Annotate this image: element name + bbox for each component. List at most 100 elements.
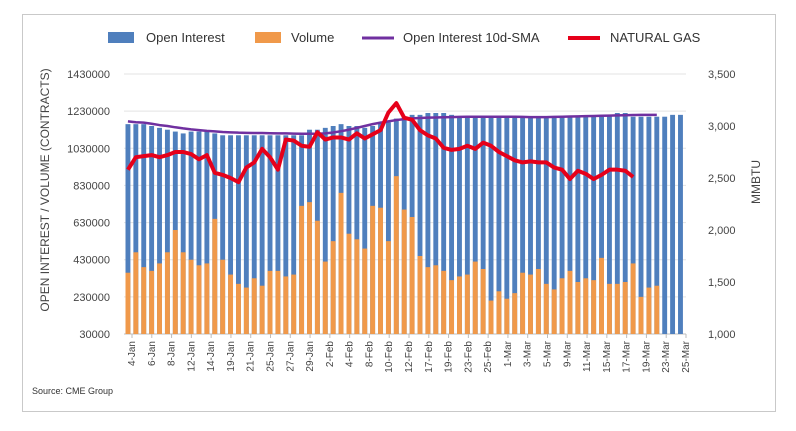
- open-interest-bar: [157, 127, 162, 334]
- open-interest-bar: [164, 129, 170, 334]
- legend-label-volume: Volume: [291, 30, 334, 45]
- x-tick-label: 8-Jan: [167, 341, 178, 366]
- legend-swatch-volume: [255, 32, 281, 43]
- volume-bar: [180, 252, 186, 334]
- x-tick-label: 9-Mar: [562, 340, 573, 367]
- x-tick-label: 19-Jan: [226, 341, 237, 372]
- open-interest-bar: [354, 126, 360, 334]
- open-interest-bar: [236, 135, 241, 334]
- volume-bar: [322, 261, 328, 334]
- x-tick-label: 14-Jan: [206, 341, 217, 372]
- x-tick-label: 17-Feb: [424, 341, 435, 373]
- volume-bar: [480, 269, 486, 334]
- open-interest-bar: [385, 122, 391, 335]
- legend-label-gas: NATURAL GAS: [610, 30, 701, 45]
- volume-bar: [385, 241, 391, 334]
- y-tick-label-right: 3,500: [708, 69, 736, 81]
- open-interest-bar: [275, 135, 281, 334]
- legend-label-sma: Open Interest 10d-SMA: [403, 30, 540, 45]
- volume-bar: [559, 278, 565, 334]
- x-tick-label: 15-Mar: [602, 340, 613, 372]
- x-tick-label: 4-Jan: [127, 341, 138, 366]
- natural-gas-line: [126, 101, 635, 185]
- volume-bar: [520, 272, 526, 334]
- open-interest-bar: [125, 124, 131, 335]
- x-tick-label: 17-Mar: [622, 340, 633, 372]
- volume-bar: [638, 296, 644, 334]
- volume-bar: [149, 270, 155, 334]
- open-interest-bar: [188, 131, 194, 334]
- volume-bar: [535, 269, 541, 334]
- x-tick-label: 4-Feb: [345, 341, 356, 368]
- open-interest-bar: [251, 135, 257, 334]
- open-interest-bar: [141, 124, 147, 335]
- volume-bar: [401, 209, 407, 334]
- open-interest-bar: [480, 116, 486, 334]
- volume-bar: [654, 285, 660, 334]
- open-interest-bar: [180, 133, 186, 334]
- open-interest-bar: [417, 114, 423, 334]
- open-interest-bar: [204, 131, 210, 334]
- volume-bar: [614, 283, 620, 334]
- open-interest-bar: [614, 113, 620, 334]
- open-interest-bar: [133, 124, 139, 335]
- x-tick-label: 11-Mar: [582, 340, 593, 372]
- legend: Open Interest Volume Open Interest 10d-S…: [108, 30, 701, 45]
- volume-bar: [409, 217, 415, 334]
- volume-bar: [528, 274, 533, 334]
- open-interest-bar: [196, 131, 202, 334]
- open-interest-bar: [457, 116, 462, 334]
- x-tick-label: 10-Feb: [384, 341, 395, 373]
- volume-bar: [212, 218, 218, 334]
- volume-bar: [496, 291, 502, 334]
- open-interest-bar: [267, 135, 273, 334]
- volume-bar: [393, 176, 399, 334]
- volume-bar: [267, 270, 273, 334]
- volume-bar: [283, 276, 289, 334]
- volume-bar: [449, 280, 455, 334]
- open-interest-bar: [528, 116, 533, 334]
- y-tick-label-left: 30000: [79, 329, 110, 341]
- volume-bar: [307, 202, 312, 334]
- source-note: Source: CME Group: [32, 386, 114, 396]
- volume-bar: [599, 257, 604, 334]
- y-tick-label-left: 1430000: [67, 69, 110, 81]
- volume-bar: [259, 285, 265, 334]
- volume-bar: [646, 287, 652, 334]
- volume-bar: [417, 256, 423, 334]
- y-tick-label-left: 1230000: [67, 106, 110, 118]
- open-interest-bar: [670, 114, 676, 334]
- open-interest-bar: [243, 135, 249, 334]
- y-tick-label-left: 430000: [73, 255, 110, 267]
- open-interest-bar: [662, 116, 668, 334]
- open-interest-bar: [638, 116, 644, 334]
- x-tick-label: 1-Mar: [503, 340, 514, 367]
- open-interest-bar: [559, 116, 565, 334]
- x-tick-label: 25-Jan: [266, 341, 277, 372]
- volume-bar: [338, 192, 344, 334]
- x-tick-label: 3-Mar: [523, 340, 534, 367]
- x-tick-label: 25-Feb: [483, 341, 494, 373]
- volume-bar: [346, 233, 352, 334]
- open-interest-bar: [464, 116, 470, 334]
- open-interest-bar: [330, 126, 336, 334]
- volume-bar: [188, 259, 194, 334]
- volume-bar: [457, 276, 462, 334]
- volume-bar: [472, 261, 478, 334]
- open-interest-bar: [646, 116, 652, 334]
- volume-bar: [622, 282, 628, 334]
- volume-bar: [575, 282, 581, 334]
- volume-bar: [606, 283, 612, 334]
- volume-bar: [362, 248, 368, 334]
- y-axis-title-right: MMBTU: [749, 160, 763, 204]
- open-interest-bar: [520, 116, 526, 334]
- volume-bar: [275, 270, 281, 334]
- volume-bar: [433, 265, 439, 334]
- open-interest-bar: [283, 135, 289, 334]
- y-tick-label-left: 230000: [73, 292, 110, 304]
- volume-bar: [299, 205, 305, 334]
- volume-bar: [425, 267, 431, 334]
- x-tick-label: 23-Mar: [661, 340, 672, 372]
- volume-bar: [220, 259, 226, 334]
- legend-label-open-interest: Open Interest: [146, 30, 225, 45]
